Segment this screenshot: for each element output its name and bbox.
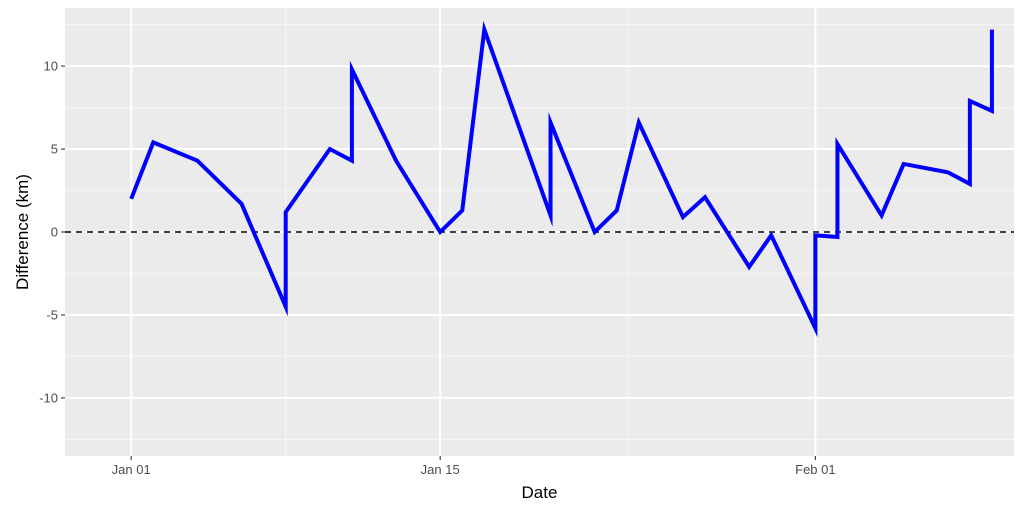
data-point [835, 142, 839, 146]
data-point [284, 210, 288, 214]
data-point [769, 233, 773, 237]
data-point [990, 109, 994, 113]
data-point [350, 159, 354, 163]
data-point [593, 230, 597, 234]
data-point [549, 213, 553, 217]
data-point [968, 99, 972, 103]
data-point [637, 120, 641, 124]
data-point [151, 140, 155, 144]
y-tick-label: 10 [44, 59, 58, 74]
x-tick-label: Jan 01 [112, 462, 151, 477]
minor-gridlines [65, 8, 1014, 456]
data-point [990, 28, 994, 32]
data-point [747, 265, 751, 269]
data-point [284, 305, 288, 309]
data-point [968, 182, 972, 186]
data-point [129, 197, 133, 201]
data-point [240, 202, 244, 206]
data-point [615, 208, 619, 212]
data-point [703, 195, 707, 199]
y-axis-title: Difference (km) [13, 174, 32, 290]
data-point [681, 215, 685, 219]
data-point [549, 120, 553, 124]
data-point [438, 230, 442, 234]
data-point [880, 213, 884, 217]
data-point [946, 170, 950, 174]
x-axis-title: Date [522, 483, 558, 502]
y-tick-label: 0 [51, 225, 58, 240]
data-point [813, 326, 817, 330]
data-point [328, 147, 332, 151]
data-point [394, 159, 398, 163]
y-tick-label: 5 [51, 142, 58, 157]
series-line [129, 20, 994, 338]
data-point [835, 235, 839, 239]
data-point [350, 67, 354, 71]
data-point [195, 159, 199, 163]
x-axis-ticks: Jan 01 Jan 15 Feb 01 [112, 456, 836, 477]
y-axis-ticks: -10 -5 0 5 10 [39, 59, 65, 405]
x-tick-label: Jan 15 [421, 462, 460, 477]
data-point [902, 162, 906, 166]
y-tick-label: -10 [39, 390, 58, 405]
y-tick-label: -5 [46, 307, 58, 322]
data-point [482, 28, 486, 32]
data-point [460, 208, 464, 212]
data-point [813, 233, 817, 237]
x-tick-label: Feb 01 [795, 462, 835, 477]
